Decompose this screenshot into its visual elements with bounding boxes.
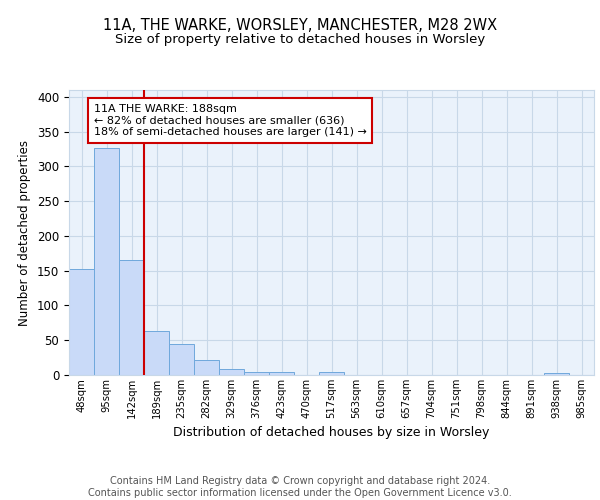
X-axis label: Distribution of detached houses by size in Worsley: Distribution of detached houses by size … — [173, 426, 490, 440]
Bar — [244, 372, 269, 375]
Bar — [169, 344, 194, 375]
Bar — [219, 368, 244, 375]
Text: Size of property relative to detached houses in Worsley: Size of property relative to detached ho… — [115, 32, 485, 46]
Text: 11A, THE WARKE, WORSLEY, MANCHESTER, M28 2WX: 11A, THE WARKE, WORSLEY, MANCHESTER, M28… — [103, 18, 497, 32]
Text: 11A THE WARKE: 188sqm
← 82% of detached houses are smaller (636)
18% of semi-det: 11A THE WARKE: 188sqm ← 82% of detached … — [94, 104, 367, 137]
Bar — [69, 270, 94, 375]
Bar — [544, 373, 569, 375]
Bar — [119, 260, 144, 375]
Bar — [194, 360, 219, 375]
Y-axis label: Number of detached properties: Number of detached properties — [19, 140, 31, 326]
Text: Contains HM Land Registry data © Crown copyright and database right 2024.
Contai: Contains HM Land Registry data © Crown c… — [88, 476, 512, 498]
Bar — [144, 330, 169, 375]
Bar — [94, 148, 119, 375]
Bar — [319, 372, 344, 375]
Bar — [269, 372, 294, 375]
